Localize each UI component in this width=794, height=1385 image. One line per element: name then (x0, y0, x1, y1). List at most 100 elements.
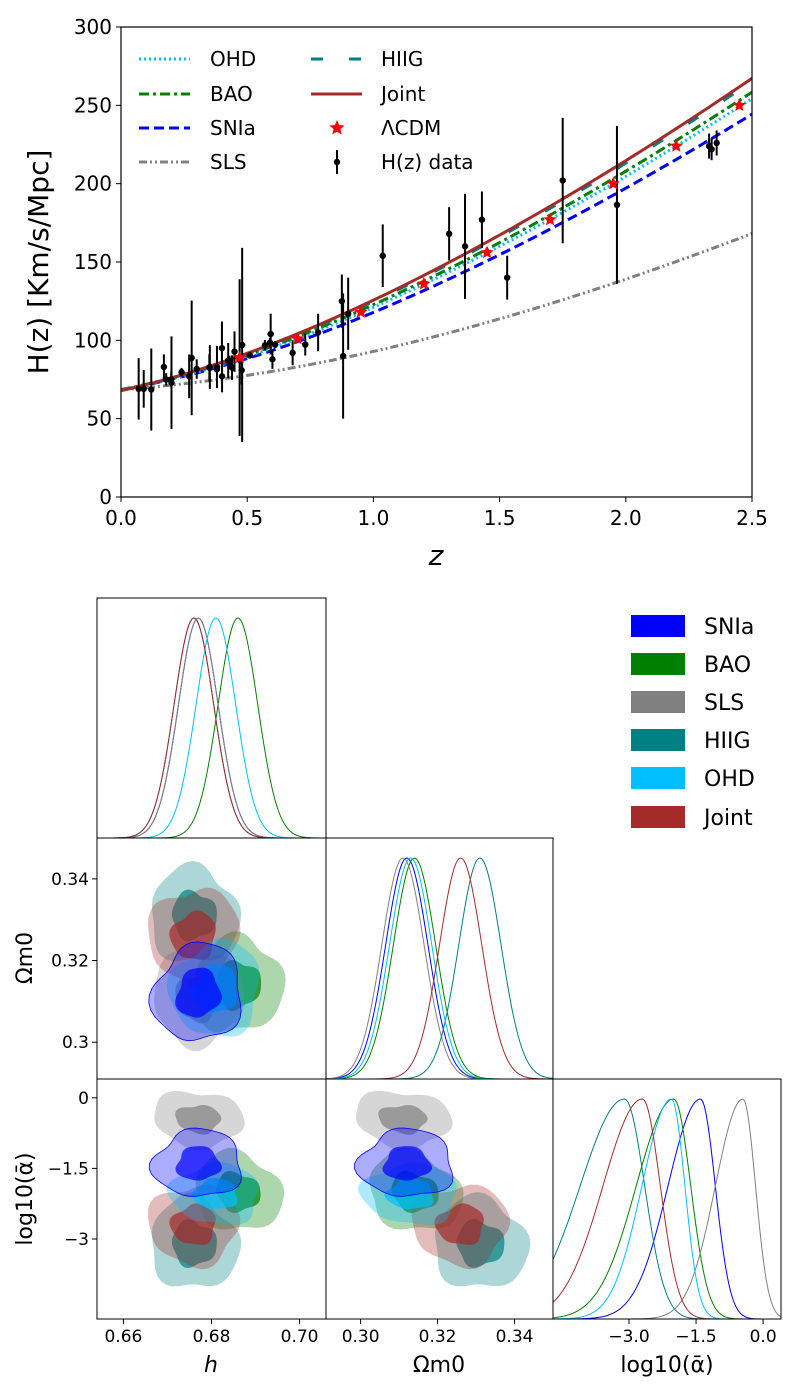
hz-plot: 0.0 0.5 1.0 1.5 2.0 2.5 0 50 100 150 200 250 300 z H… (22, 15, 768, 572)
corner-legend-label-bao: BAO (704, 653, 751, 678)
legend-label-3: H(z) data (381, 150, 474, 174)
legend-label-sls: SLS (210, 150, 247, 174)
x-tick-label-h: 0.70 (281, 1327, 319, 1347)
lcdm-star (417, 276, 431, 290)
contour-inner-sls (175, 1105, 222, 1135)
lcdm-star (232, 350, 247, 364)
contour-inner-snia (175, 967, 222, 1018)
data-point (213, 363, 221, 371)
data-point (708, 146, 715, 153)
pdf-h-bao (97, 617, 327, 839)
corner-ylabel-1: log10(ᾱ) (13, 1152, 38, 1245)
data-point (478, 216, 486, 223)
data-point (168, 379, 175, 386)
legend-label-2: ΛCDM (381, 116, 441, 140)
y-tick-label-alpha: −1.5 (48, 1159, 89, 1179)
legend-star (329, 120, 345, 135)
pdf-alpha-ohd (552, 1098, 781, 1320)
legend-point (333, 158, 341, 166)
y-tick-label: 150 (74, 250, 112, 274)
hz-ticks: 0.0 0.5 1.0 1.5 2.0 2.5 0 50 100 150 200 250 300 (74, 15, 768, 530)
data-point (269, 356, 276, 363)
corner-legend-label-snia: SNIa (704, 615, 754, 640)
lcdm-star (732, 98, 747, 111)
corner-legend-swatch-snia (631, 615, 685, 637)
data-point (231, 348, 238, 355)
data-point (339, 352, 347, 360)
contour-inner-sls (378, 1105, 428, 1135)
y-tick-label-Om: 0.32 (51, 952, 89, 972)
pdf-h-sls (97, 617, 326, 839)
pdf-h-snia (97, 617, 326, 839)
contour-inner-joint (169, 1203, 216, 1245)
data-point (140, 385, 147, 393)
pdf-h-joint (97, 617, 326, 839)
data-point (613, 201, 621, 209)
lcdm-star (354, 305, 368, 318)
legend-label-0: HIIG (381, 47, 423, 71)
y-tick-label: 0 (99, 485, 112, 509)
hz-data-points (135, 98, 747, 443)
legend-label-snia: SNIa (210, 116, 256, 140)
x-tick-label: 1.0 (357, 506, 389, 530)
data-point (267, 330, 274, 338)
data-point (379, 252, 386, 259)
hz-legend: OHD BAO SNIa SLS HIIG Joint ΛCDM H(z) data (139, 47, 474, 174)
pdf-alpha-sls (553, 1098, 782, 1320)
data-point (162, 376, 170, 383)
data-point (314, 329, 322, 336)
data-point (206, 363, 214, 371)
y-tick-label-Om: 0.3 (62, 1033, 89, 1053)
y-tick-label: 50 (87, 407, 112, 431)
contour-inner-joint (434, 1203, 484, 1246)
x-tick-label-alpha: −3.0 (608, 1327, 649, 1347)
pdf-alpha-snia (553, 1098, 781, 1320)
data-point (713, 139, 720, 147)
x-tick-label-alpha: −1.5 (675, 1327, 716, 1347)
data-point (148, 386, 155, 393)
corner-xlabel-2: log10(ᾱ) (620, 1353, 713, 1378)
data-point (178, 368, 185, 376)
data-point (160, 363, 168, 371)
pdf-alpha-joint (552, 1098, 781, 1320)
data-point (461, 243, 469, 250)
x-tick-label-Om: 0.30 (342, 1327, 380, 1347)
data-point (445, 230, 453, 237)
curve-ohd (121, 97, 752, 392)
data-point (238, 341, 246, 349)
pdf-h-ohd (97, 617, 326, 839)
panel-h-Om (147, 860, 286, 1052)
corner-legend-swatch-joint (631, 806, 685, 828)
contour-inner-joint (169, 910, 216, 960)
y-tick-label: 200 (74, 172, 112, 196)
panel-h-alpha (147, 1091, 285, 1287)
x-tick-label: 0.0 (105, 506, 137, 530)
data-point (193, 365, 200, 373)
corner-legend-label-sls: SLS (704, 691, 744, 716)
diag-panel-h (96, 597, 327, 839)
x-tick-label-Om: 0.34 (496, 1327, 534, 1347)
legend-label-bao: BAO (210, 82, 253, 106)
y-tick-label-alpha: −3 (64, 1230, 89, 1250)
legend-label-1: Joint (379, 82, 425, 106)
corner-legend: SNIa BAO SLS HIIG OHD Joint (631, 615, 755, 831)
corner-legend-swatch-bao (631, 653, 685, 675)
x-tick-label: 2.5 (736, 506, 768, 530)
corner-plot: 0.66 0.68 0.70 0.30 0.32 0.34 −3.0 −1.5 0.0 0.3 0.… (13, 597, 782, 1378)
y-tick-label: 250 (74, 93, 112, 117)
lcdm-star (606, 176, 620, 190)
y-tick-label: 100 (74, 328, 112, 352)
y-tick-label-Om: 0.34 (51, 870, 89, 890)
data-point (218, 344, 226, 352)
curve-snia (121, 112, 752, 392)
x-tick-label: 0.5 (231, 506, 263, 530)
corner-legend-swatch-ohd (631, 767, 685, 789)
data-point (289, 349, 296, 357)
pdf-h-hiig (97, 617, 326, 839)
x-tick-label-h: 0.68 (193, 1327, 231, 1347)
x-tick-label-h: 0.66 (104, 1327, 142, 1347)
lcdm-star (480, 245, 494, 259)
legend-label-ohd: OHD (210, 47, 256, 71)
diag-frame-h (96, 597, 327, 839)
